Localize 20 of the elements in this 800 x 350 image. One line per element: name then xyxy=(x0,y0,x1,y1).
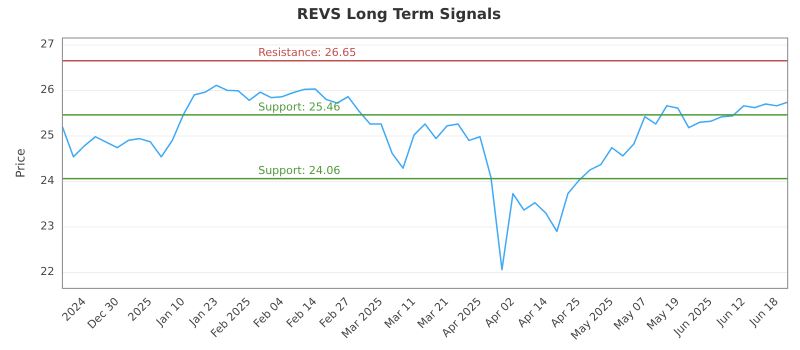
y-tick-label: 22 xyxy=(40,265,54,278)
y-tick-label: 24 xyxy=(40,174,54,188)
x-tick-label: Feb 14 xyxy=(284,294,320,330)
ref-line-label: Support: 24.06 xyxy=(258,164,340,177)
chart-title: REVS Long Term Signals xyxy=(296,4,502,23)
ref-line-label: Resistance: 26.65 xyxy=(258,46,356,60)
x-tick-label: Jun 12 xyxy=(713,294,748,330)
x-tick-label: Jan 10 xyxy=(153,294,188,330)
y-tick-label: 26 xyxy=(40,83,54,96)
y-axis-title: Price xyxy=(13,148,28,178)
x-tick-label: Apr 14 xyxy=(515,294,550,330)
y-tick-label: 25 xyxy=(40,128,54,142)
y-tick-label: 27 xyxy=(40,38,54,51)
x-tick-label: Feb 04 xyxy=(250,294,286,330)
ref-line-label: Support: 25.46 xyxy=(258,100,340,114)
x-tick-label: Apr 02 xyxy=(482,294,518,330)
x-tick-label: Dec 30 xyxy=(84,294,122,332)
x-tick-label: Mar 11 xyxy=(382,294,418,332)
y-tick-label: 23 xyxy=(40,220,54,233)
x-tick-label: Jun 18 xyxy=(746,294,781,330)
